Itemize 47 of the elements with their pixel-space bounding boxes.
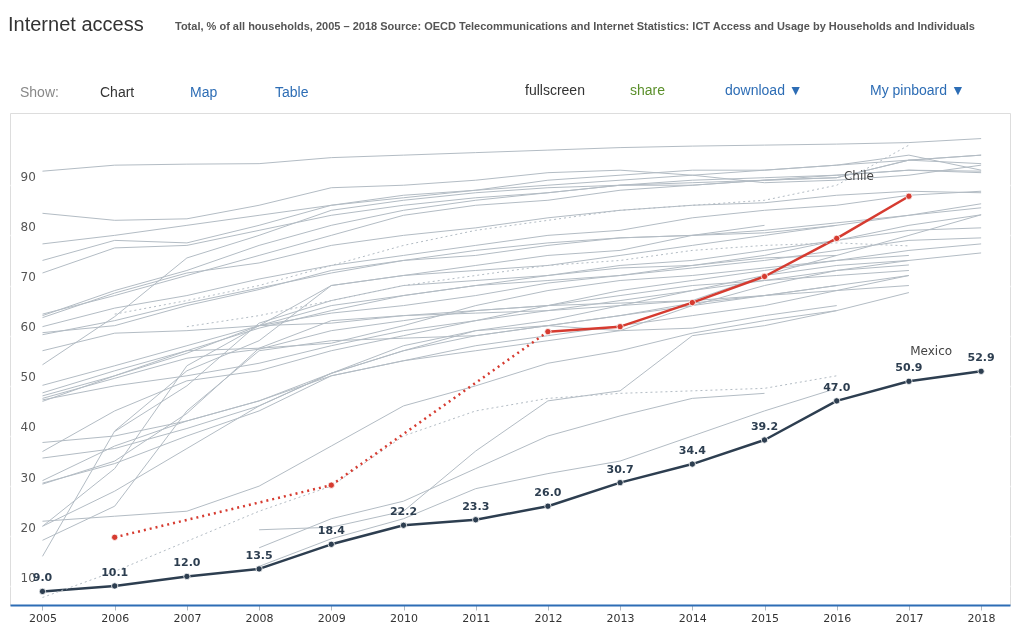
chart-subtitle: Total, % of all households, 2005 – 2018 Source: OECD Telecommunications and Internet Statistics: ICT Access and Usage by Households and Individuals bbox=[175, 20, 975, 32]
x-tick-label: 2009 bbox=[317, 611, 346, 625]
x-tick-label: 2006 bbox=[101, 611, 130, 625]
text: Show: bbox=[20, 84, 59, 100]
x-tick-label: 2014 bbox=[678, 611, 707, 625]
data-label: 18.4 bbox=[317, 524, 346, 538]
data-label: 12.0 bbox=[173, 556, 201, 570]
y-tick-label: 50 bbox=[20, 370, 36, 385]
text: download ▼ bbox=[725, 82, 803, 98]
y-tick-label: 30 bbox=[20, 470, 36, 485]
data-label: 50.9 bbox=[895, 361, 923, 375]
x-tick-label: 2007 bbox=[173, 611, 202, 625]
text: Chart bbox=[100, 84, 135, 100]
data-label: 47.0 bbox=[823, 380, 851, 394]
data-label: 52.9 bbox=[967, 351, 995, 365]
data-label: 34.4 bbox=[678, 444, 707, 458]
x-tick-label: 2005 bbox=[28, 611, 57, 625]
data-label: 39.2 bbox=[750, 420, 779, 433]
text: My pinboard ▼ bbox=[870, 82, 965, 98]
data-label: 13.5 bbox=[245, 548, 273, 562]
y-tick-label: 90 bbox=[20, 169, 36, 184]
x-tick-label: 2013 bbox=[606, 611, 635, 625]
text: share bbox=[630, 82, 666, 98]
x-tick-label: 2015 bbox=[751, 611, 780, 625]
y-tick-label: 80 bbox=[20, 219, 36, 234]
x-tick-label: 2017 bbox=[895, 611, 924, 625]
data-label: 23.3 bbox=[462, 499, 490, 513]
x-tick-label: 2016 bbox=[823, 611, 852, 625]
y-tick-label: 40 bbox=[20, 420, 36, 435]
y-tick-label: 20 bbox=[20, 520, 36, 535]
x-tick-label: 2018 bbox=[967, 611, 996, 625]
y-tick-label: 60 bbox=[20, 320, 36, 335]
text: fullscreen bbox=[525, 82, 585, 98]
text: Map bbox=[190, 84, 218, 100]
series-label: Mexico bbox=[910, 344, 953, 359]
x-tick-label: 2010 bbox=[390, 611, 418, 625]
text: Chile bbox=[843, 169, 874, 184]
x-tick-label: 2011 bbox=[462, 611, 491, 625]
data-label: 22.2 bbox=[389, 505, 418, 519]
x-tick-label: 2012 bbox=[534, 611, 563, 625]
x-tick-label: 2008 bbox=[245, 611, 274, 625]
data-label: 30.7 bbox=[606, 462, 634, 476]
data-label: 10.1 bbox=[101, 565, 129, 579]
y-tick-label: 70 bbox=[20, 270, 36, 285]
text: Table bbox=[275, 84, 309, 100]
chart-title: Internet access bbox=[8, 13, 144, 35]
data-label: 26.0 bbox=[534, 486, 562, 500]
